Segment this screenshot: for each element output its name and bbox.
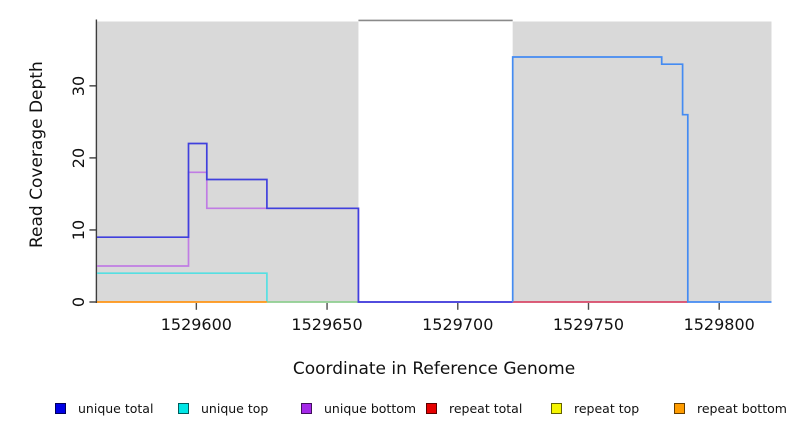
shaded-region-1 bbox=[512, 21, 772, 302]
legend-swatch-icon bbox=[426, 402, 437, 414]
legend-item-unique-top: unique top bbox=[178, 399, 268, 417]
series-coverage-right-block bbox=[511, 56, 772, 303]
legend-label: repeat bottom bbox=[697, 400, 787, 416]
legend-label: unique total bbox=[78, 400, 154, 416]
x-tick-label-2: 1529700 bbox=[422, 315, 494, 334]
y-tick-label-1: 10 bbox=[69, 219, 88, 241]
y-tick-label-2: 20 bbox=[69, 147, 88, 169]
legend-label: repeat top bbox=[574, 400, 640, 416]
legend: unique total unique top unique bottom repea… bbox=[0, 399, 792, 421]
legend-swatch-icon bbox=[55, 402, 66, 414]
shaded-region-0 bbox=[97, 21, 359, 302]
legend-item-repeat-total: repeat total bbox=[426, 399, 522, 417]
y-tick-label-0: 0 bbox=[69, 296, 88, 308]
legend-item-unique-bottom: unique bottom bbox=[301, 399, 416, 417]
legend-item-repeat-bottom: repeat bottom bbox=[674, 399, 787, 417]
series-unique-total bbox=[97, 142, 513, 303]
legend-label: repeat total bbox=[449, 400, 523, 416]
legend-swatch-icon bbox=[674, 402, 685, 414]
legend-swatch-icon bbox=[301, 402, 312, 414]
x-tick-label-3: 1529750 bbox=[552, 315, 625, 334]
legend-label: unique bottom bbox=[324, 400, 417, 416]
y-axis-title: Read Coverage Depth bbox=[27, 61, 47, 248]
series-unique-top bbox=[97, 272, 268, 302]
x-tick-label-1: 1529650 bbox=[291, 315, 363, 334]
legend-swatch-icon bbox=[178, 402, 189, 414]
legend-item-repeat-top: repeat top bbox=[551, 399, 639, 417]
x-tick-label-0: 1529600 bbox=[160, 315, 232, 334]
x-axis-title: Coordinate in Reference Genome bbox=[292, 359, 576, 379]
x-tick-label-4: 1529800 bbox=[683, 315, 755, 334]
legend-item-unique-total: unique total bbox=[55, 399, 153, 417]
legend-label: unique top bbox=[201, 400, 269, 416]
legend-swatch-icon bbox=[551, 402, 562, 414]
y-tick-label-3: 30 bbox=[69, 75, 88, 97]
